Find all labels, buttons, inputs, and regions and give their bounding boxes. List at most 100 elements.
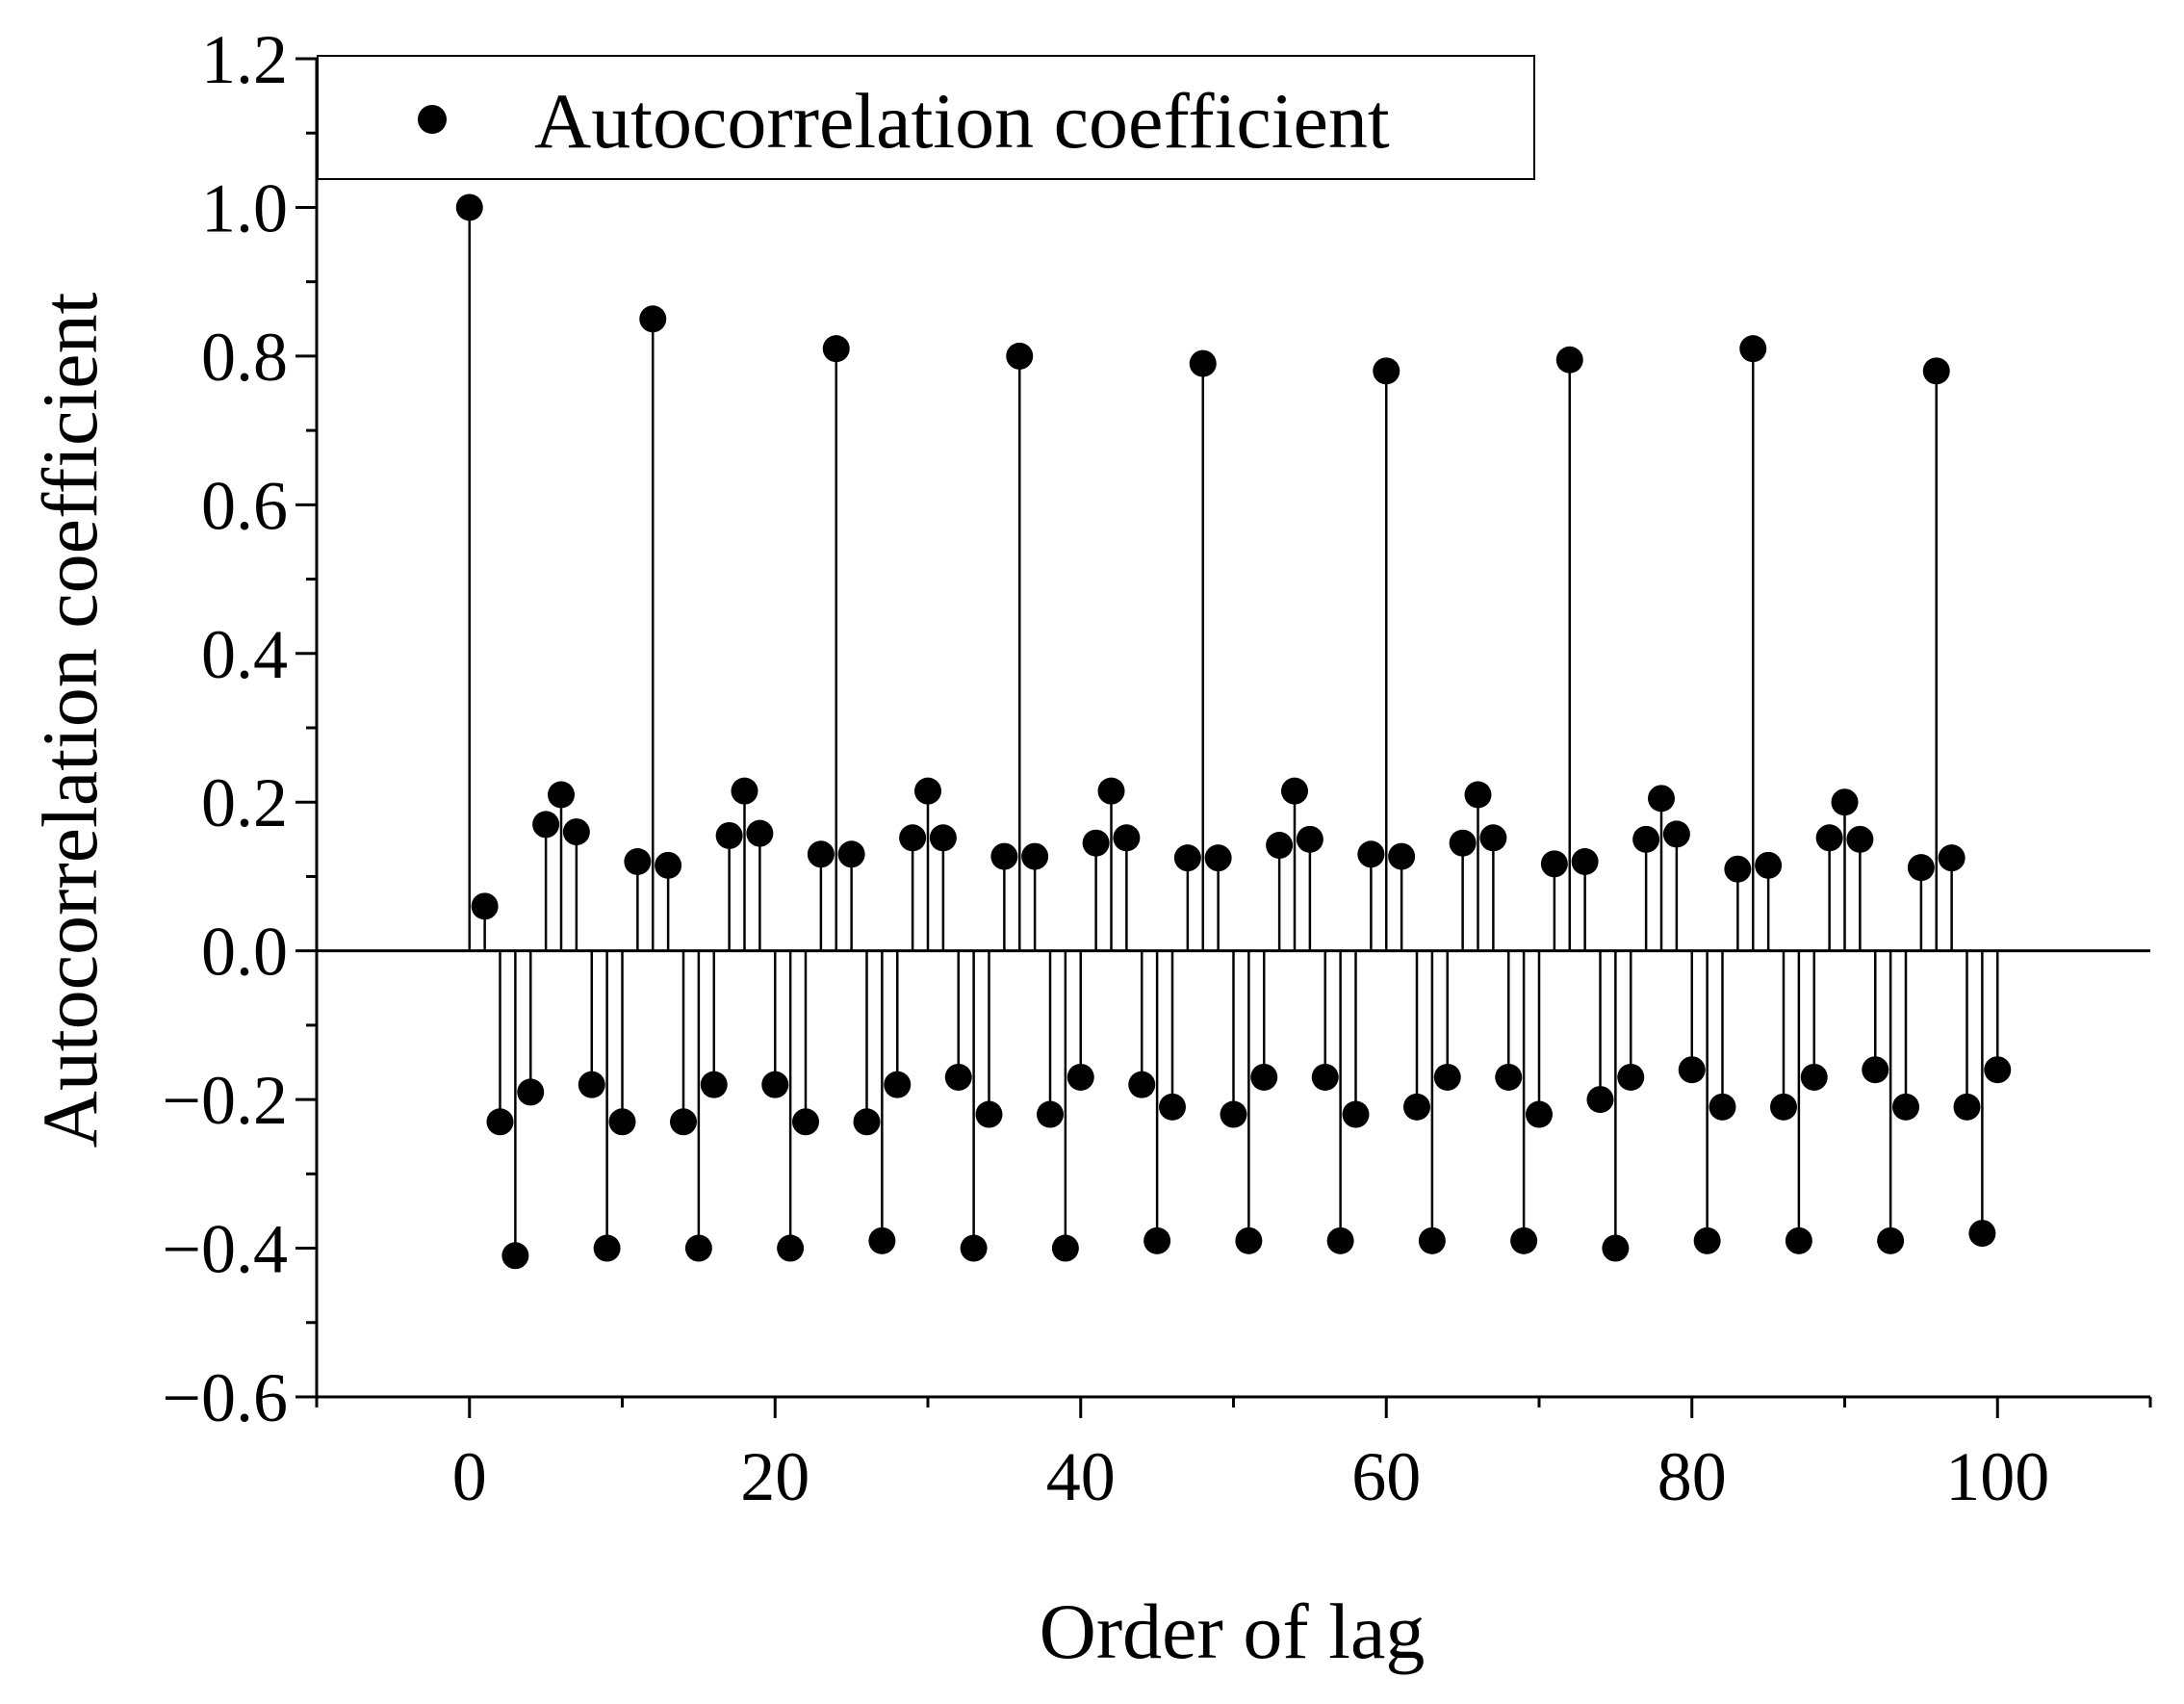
data-point (1555, 346, 1583, 374)
data-point (944, 1063, 972, 1091)
data-point (884, 1071, 912, 1098)
data-point (532, 811, 560, 839)
data-point (1342, 1100, 1370, 1128)
data-point (1066, 1063, 1094, 1091)
y-tick-label: 0.0 (201, 914, 288, 991)
data-markers (455, 194, 2012, 1270)
data-point (1051, 1234, 1079, 1262)
data-point (929, 824, 957, 852)
data-point (670, 1108, 697, 1136)
x-tick-label: 0 (452, 1438, 487, 1515)
data-point (1739, 335, 1767, 363)
data-point (1815, 824, 1843, 852)
y-tick-label: 0.2 (201, 764, 288, 841)
data-point (471, 892, 499, 920)
data-point (1922, 357, 1950, 385)
y-tick-label: 0.6 (201, 467, 288, 544)
data-point (975, 1100, 1003, 1128)
data-point (1785, 1226, 1812, 1254)
data-point (1128, 1071, 1156, 1098)
data-point (792, 1108, 819, 1136)
data-point (899, 824, 927, 852)
data-point (715, 821, 743, 849)
legend-label: Autocorrelation coefficient (534, 77, 1390, 165)
data-point (1877, 1226, 1905, 1254)
data-point (517, 1078, 545, 1106)
data-point (853, 1108, 881, 1136)
data-point (1540, 850, 1568, 878)
data-point (1984, 1056, 2012, 1084)
y-tick-label: 0.4 (201, 616, 288, 693)
data-point (684, 1234, 712, 1262)
data-point (1678, 1056, 1706, 1084)
data-point (960, 1234, 988, 1262)
data-point (1602, 1234, 1630, 1262)
x-axis-title: Order of lag (1040, 1588, 1426, 1675)
data-point (455, 194, 483, 221)
data-point (1006, 342, 1034, 370)
data-point (1938, 844, 1966, 872)
x-tick-label: 100 (1945, 1438, 2049, 1515)
data-point (593, 1234, 621, 1262)
data-point (761, 1071, 789, 1098)
data-point (1907, 854, 1935, 882)
data-point (1892, 1093, 1919, 1121)
data-point (1648, 785, 1675, 813)
data-point (1373, 357, 1400, 385)
legend: Autocorrelation coefficient (317, 55, 1535, 180)
data-point (807, 840, 835, 868)
data-point (777, 1234, 805, 1262)
x-tick-label: 40 (1046, 1438, 1116, 1515)
data-point (1082, 829, 1110, 857)
data-point (1831, 788, 1859, 816)
data-point (1113, 824, 1141, 852)
data-point (1571, 848, 1599, 875)
data-point (1724, 855, 1752, 883)
y-tick-label: 1.0 (201, 169, 288, 246)
data-point (914, 777, 941, 805)
legend-box (317, 55, 1535, 180)
data-point (1159, 1093, 1186, 1121)
x-tick-label: 60 (1351, 1438, 1421, 1515)
axes: −0.6 −0.4 −0.2 0.0 0.2 0.4 0.6 0.8 1.0 1.2 0 20 40 60… (162, 21, 2152, 1515)
data-point (1510, 1226, 1538, 1254)
y-axis-title: Autocorrelation coefficient (26, 292, 114, 1148)
data-point (1296, 825, 1323, 853)
data-point (1220, 1100, 1247, 1128)
data-point (1250, 1063, 1278, 1091)
data-point (1862, 1056, 1889, 1084)
data-point (578, 1071, 605, 1098)
data-point (1770, 1093, 1797, 1121)
data-point (1693, 1226, 1721, 1254)
data-point (1097, 777, 1125, 805)
data-point (1662, 820, 1690, 848)
data-point (868, 1226, 896, 1254)
data-point (501, 1242, 529, 1270)
y-tick-label: 1.2 (201, 21, 288, 98)
x-tick-label: 20 (740, 1438, 809, 1515)
data-point (624, 848, 652, 875)
data-point (1204, 844, 1232, 872)
data-point (1495, 1063, 1523, 1091)
stem-lines (468, 207, 1999, 1256)
y-tick-label: −0.2 (162, 1062, 288, 1139)
y-tick-label: 0.8 (201, 319, 288, 396)
data-point (608, 1108, 636, 1136)
data-point (1479, 824, 1507, 852)
data-point (1235, 1226, 1263, 1254)
legend-marker (418, 105, 447, 134)
y-tick-label: −0.6 (162, 1359, 288, 1436)
data-point (1632, 825, 1660, 853)
data-point (1021, 842, 1049, 870)
data-point (1266, 832, 1294, 860)
data-point (1281, 777, 1308, 805)
data-point (1755, 851, 1783, 879)
data-point (486, 1108, 514, 1136)
data-point (1326, 1226, 1354, 1254)
data-point (990, 842, 1018, 870)
data-point (1526, 1100, 1553, 1128)
data-point (1311, 1063, 1339, 1091)
data-point (700, 1071, 728, 1098)
data-point (1418, 1226, 1446, 1254)
